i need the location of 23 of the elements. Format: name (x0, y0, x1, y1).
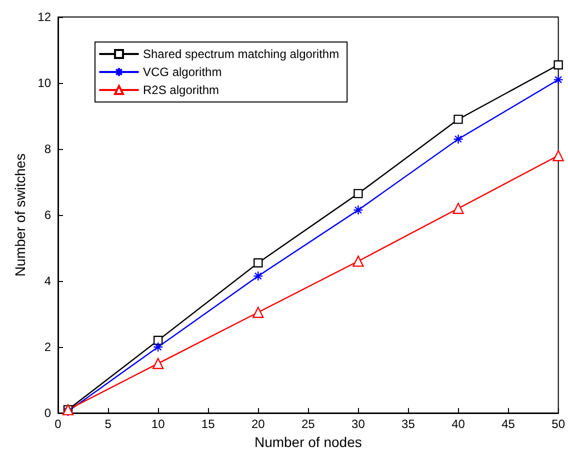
x-tick-label: 45 (502, 417, 516, 431)
y-tick-label: 6 (44, 208, 52, 222)
legend-label: R2S algorithm (143, 83, 220, 97)
y-tick-label: 10 (38, 76, 52, 90)
x-tick-label: 20 (251, 417, 266, 431)
x-tick-label: 30 (352, 417, 366, 431)
x-tick-label: 0 (54, 417, 62, 431)
legend-label: Shared spectrum matching algorithm (143, 47, 340, 61)
x-tick-label: 5 (104, 417, 112, 431)
y-tick-label: 8 (44, 142, 52, 156)
y-tick-label: 2 (44, 340, 52, 354)
y-tick-label: 0 (44, 406, 52, 420)
legend-label: VCG algorithm (143, 65, 222, 79)
x-tick-label: 40 (452, 417, 466, 431)
y-tick-label: 4 (44, 274, 52, 288)
x-tick-label: 35 (402, 417, 416, 431)
y-axis-title: Number of switches (12, 154, 28, 276)
x-tick-label: 25 (301, 417, 316, 431)
y-tick-label: 12 (38, 10, 52, 24)
x-axis-title: Number of nodes (254, 434, 362, 450)
x-tick-label: 15 (201, 417, 216, 431)
x-tick-label: 10 (151, 417, 166, 431)
x-tick-label: 50 (552, 417, 566, 431)
